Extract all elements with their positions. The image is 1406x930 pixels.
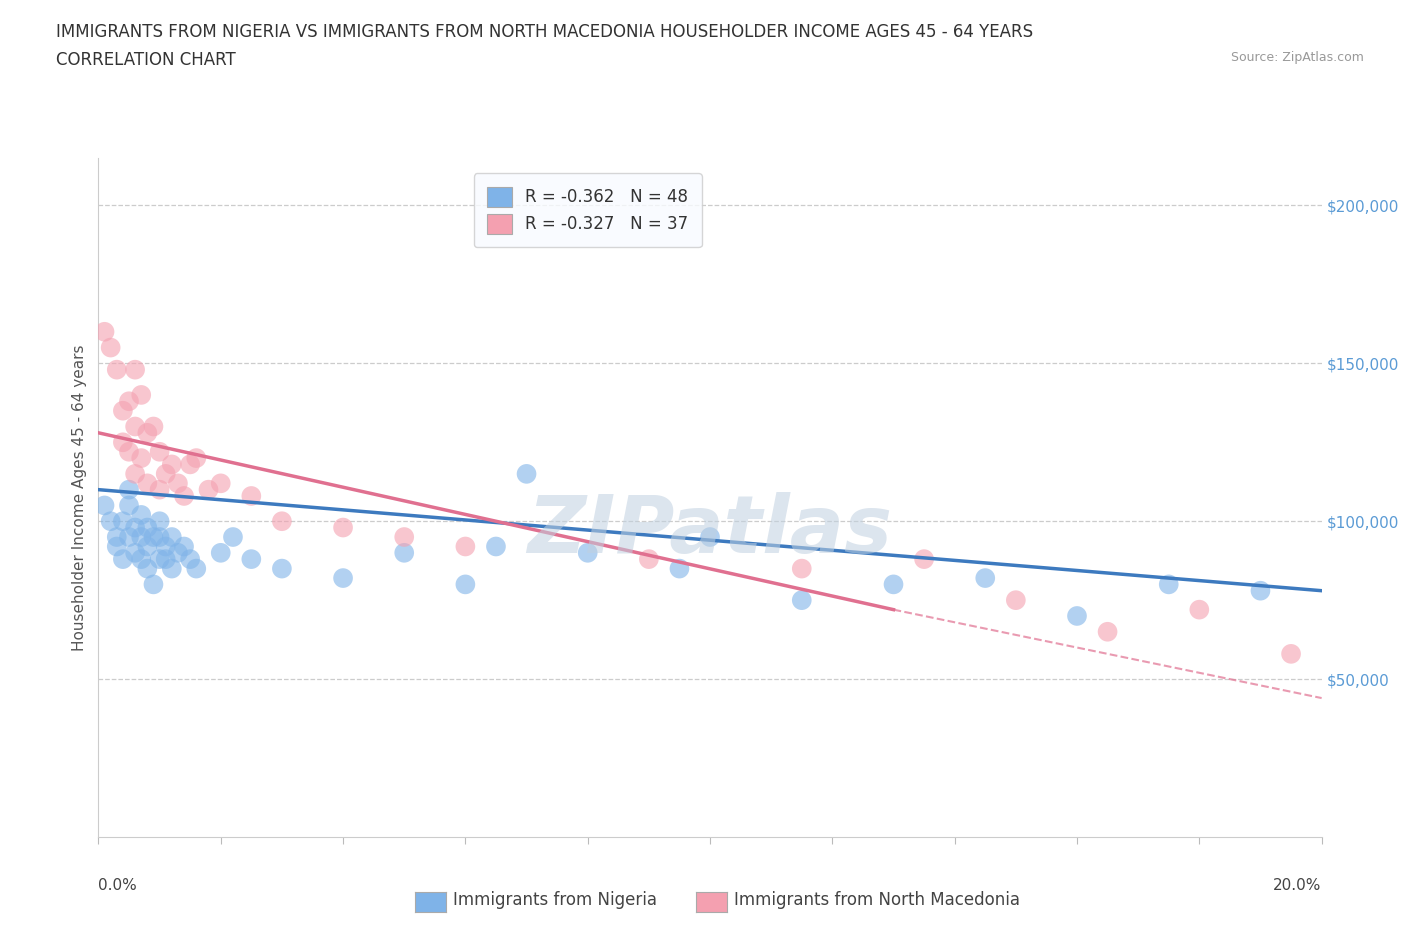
Point [160, 529, 183, 544]
Point [197, 483, 219, 498]
Point [111, 435, 134, 450]
Point [129, 388, 152, 403]
Point [93, 498, 115, 512]
Point [136, 476, 159, 491]
Point [124, 467, 146, 482]
Point [118, 529, 141, 544]
Point [118, 445, 141, 459]
Point [129, 529, 152, 544]
Point [100, 513, 122, 528]
Point [790, 561, 813, 576]
Point [155, 539, 177, 554]
Point [1188, 603, 1211, 618]
Point [668, 561, 690, 576]
Point [392, 545, 416, 560]
Text: Source: ZipAtlas.com: Source: ZipAtlas.com [1230, 51, 1364, 64]
Point [516, 467, 538, 482]
Point [118, 393, 141, 408]
Point [790, 592, 813, 607]
Point [270, 513, 292, 528]
Point [124, 545, 146, 560]
Point [111, 513, 134, 528]
Point [576, 545, 599, 560]
Point [142, 577, 165, 591]
Point [167, 545, 190, 560]
Point [160, 457, 183, 472]
Y-axis label: Householder Income Ages 45 - 64 years: Householder Income Ages 45 - 64 years [72, 344, 87, 651]
Point [1066, 608, 1088, 623]
Legend: R = -0.362   N = 48, R = -0.327   N = 37: R = -0.362 N = 48, R = -0.327 N = 37 [474, 173, 702, 247]
Point [105, 529, 128, 544]
Point [699, 529, 721, 544]
Point [93, 325, 115, 339]
Point [240, 551, 263, 566]
Point [136, 425, 159, 440]
Point [149, 445, 172, 459]
Text: Immigrants from North Macedonia: Immigrants from North Macedonia [734, 891, 1019, 910]
Text: CORRELATION CHART: CORRELATION CHART [56, 51, 236, 69]
Point [149, 551, 172, 566]
Point [105, 362, 128, 377]
Text: Immigrants from Nigeria: Immigrants from Nigeria [453, 891, 657, 910]
Point [124, 520, 146, 535]
Point [167, 476, 190, 491]
Point [160, 561, 183, 576]
Point [179, 457, 201, 472]
Point [974, 571, 997, 586]
Point [124, 419, 146, 434]
Point [173, 488, 195, 503]
Point [155, 551, 177, 566]
Point [118, 498, 141, 512]
Point [883, 577, 905, 591]
Point [186, 561, 208, 576]
Point [270, 561, 292, 576]
Point [124, 362, 146, 377]
Point [1004, 592, 1026, 607]
Point [1249, 583, 1271, 598]
Point [149, 529, 172, 544]
Point [142, 419, 165, 434]
Point [222, 529, 245, 544]
Point [332, 571, 354, 586]
Text: 0.0%: 0.0% [98, 878, 138, 893]
Point [912, 551, 935, 566]
Point [142, 529, 165, 544]
Point [209, 545, 232, 560]
Point [209, 476, 232, 491]
Point [136, 539, 159, 554]
Point [454, 539, 477, 554]
Point [129, 508, 152, 523]
Point [129, 551, 152, 566]
Point [637, 551, 661, 566]
Point [173, 539, 195, 554]
Point [105, 539, 128, 554]
Point [149, 483, 172, 498]
Text: ZIPatlas: ZIPatlas [527, 493, 893, 570]
Point [129, 451, 152, 466]
Point [179, 551, 201, 566]
Text: IMMIGRANTS FROM NIGERIA VS IMMIGRANTS FROM NORTH MACEDONIA HOUSEHOLDER INCOME AG: IMMIGRANTS FROM NIGERIA VS IMMIGRANTS FR… [56, 23, 1033, 41]
Point [186, 451, 208, 466]
Point [111, 404, 134, 418]
Point [332, 520, 354, 535]
Point [100, 340, 122, 355]
Point [136, 561, 159, 576]
Point [118, 483, 141, 498]
Text: 20.0%: 20.0% [1274, 878, 1322, 893]
Point [485, 539, 508, 554]
Point [155, 467, 177, 482]
Point [240, 488, 263, 503]
Point [392, 529, 416, 544]
Point [1097, 624, 1119, 639]
Point [136, 520, 159, 535]
Point [1157, 577, 1180, 591]
Point [1279, 646, 1302, 661]
Point [111, 551, 134, 566]
Point [149, 513, 172, 528]
Point [454, 577, 477, 591]
